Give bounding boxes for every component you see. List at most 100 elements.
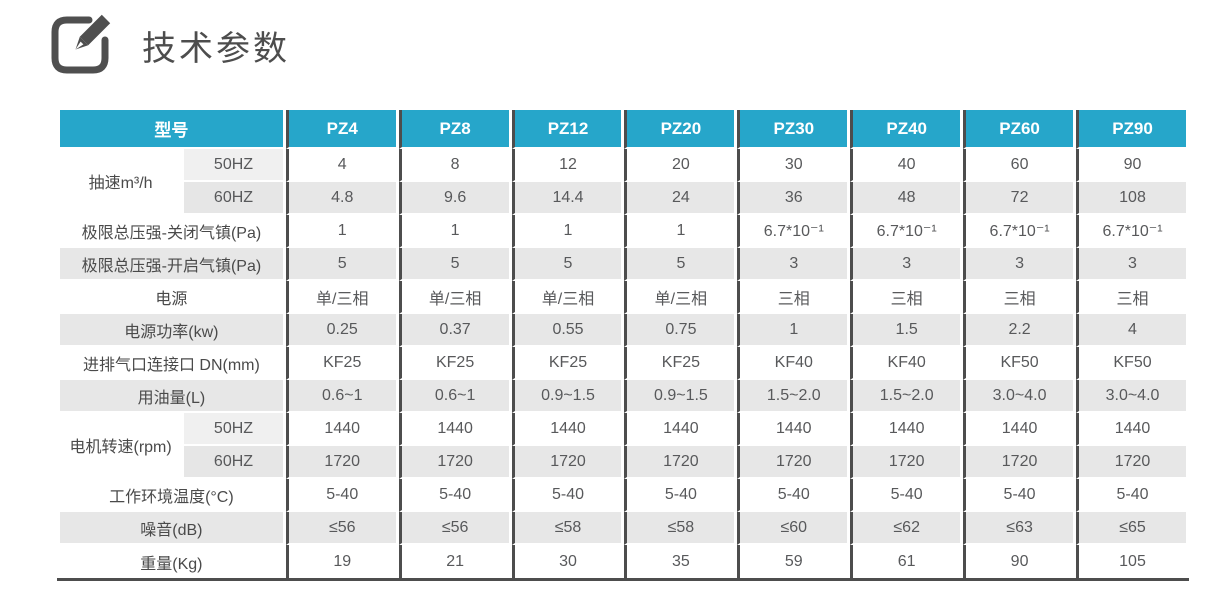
table-cell: 5-40 xyxy=(285,479,396,512)
table-cell: 9.6 xyxy=(398,182,509,215)
row-label: 极限总压强-关闭气镇(Pa) xyxy=(60,215,283,248)
table-cell: ≤56 xyxy=(398,512,509,545)
table-cell: 90 xyxy=(963,545,1074,578)
model-header: PZ4 xyxy=(285,110,396,149)
table-cell: 35 xyxy=(624,545,735,578)
table-cell: 6.7*10⁻¹ xyxy=(1076,215,1186,248)
row-group-label: 抽速m³/h xyxy=(60,149,182,215)
table-cell: 单/三相 xyxy=(398,281,509,314)
table-cell: 1720 xyxy=(963,446,1074,479)
table-cell: 三相 xyxy=(963,281,1074,314)
table-cell: 19 xyxy=(285,545,396,578)
table-cell: 1 xyxy=(285,215,396,248)
table-cell: 105 xyxy=(1076,545,1186,578)
table-cell: KF25 xyxy=(511,347,622,380)
table-header: 型号 PZ4 PZ8 PZ12 PZ20 PZ30 PZ40 PZ60 PZ90 xyxy=(60,110,1186,149)
row-label: 用油量(L) xyxy=(60,380,283,413)
table-cell: KF50 xyxy=(963,347,1074,380)
table-cell: 8 xyxy=(398,149,509,182)
table-row: 重量(Kg) 19 21 30 35 59 61 90 105 xyxy=(60,545,1186,578)
model-header: PZ40 xyxy=(850,110,961,149)
edit-icon xyxy=(48,13,112,77)
table-cell: 1720 xyxy=(624,446,735,479)
table-cell: ≤63 xyxy=(963,512,1074,545)
table-cell: 2.2 xyxy=(963,314,1074,347)
table-row: 极限总压强-开启气镇(Pa) 5 5 5 5 3 3 3 3 xyxy=(60,248,1186,281)
table-cell: 3 xyxy=(850,248,961,281)
table-cell: 1.5~2.0 xyxy=(737,380,848,413)
spec-table: 型号 PZ4 PZ8 PZ12 PZ20 PZ30 PZ40 PZ60 PZ90 抽速m³/h 5… xyxy=(57,110,1189,578)
table-cell: 20 xyxy=(624,149,735,182)
table-cell: ≤56 xyxy=(285,512,396,545)
table-row: 60HZ 1720 1720 1720 1720 1720 1720 1720 1720 xyxy=(60,446,1186,479)
table-row: 噪音(dB) ≤56 ≤56 ≤58 ≤58 ≤60 ≤62 ≤63 ≤65 xyxy=(60,512,1186,545)
table-cell: 5 xyxy=(511,248,622,281)
row-sub-label: 50HZ xyxy=(184,413,283,446)
table-cell: 30 xyxy=(737,149,848,182)
table-cell: ≤58 xyxy=(511,512,622,545)
table-cell: 0.75 xyxy=(624,314,735,347)
table-row: 用油量(L) 0.6~1 0.6~1 0.9~1.5 0.9~1.5 1.5~2.0 1.5… xyxy=(60,380,1186,413)
table-cell: 5-40 xyxy=(737,479,848,512)
model-header: PZ20 xyxy=(624,110,735,149)
row-sub-label: 50HZ xyxy=(184,149,283,182)
table-cell: 14.4 xyxy=(511,182,622,215)
table-cell: 48 xyxy=(850,182,961,215)
table-cell: 1 xyxy=(624,215,735,248)
table-cell: 6.7*10⁻¹ xyxy=(963,215,1074,248)
table-cell: 1440 xyxy=(285,413,396,446)
table-cell: 1720 xyxy=(1076,446,1186,479)
table-cell: 1440 xyxy=(737,413,848,446)
table-row: 进排气口连接口 DN(mm) KF25 KF25 KF25 KF25 KF40 KF40 KF… xyxy=(60,347,1186,380)
section-header: 技术参数 xyxy=(48,10,1208,80)
table-cell: 72 xyxy=(963,182,1074,215)
table-row: 抽速m³/h 50HZ 4 8 12 20 30 40 60 90 xyxy=(60,149,1186,215)
table-cell: 5 xyxy=(285,248,396,281)
table-cell: ≤65 xyxy=(1076,512,1186,545)
table-cell: 3.0~4.0 xyxy=(963,380,1074,413)
table-row: 60HZ 4.8 9.6 14.4 24 36 48 72 108 xyxy=(60,182,1186,215)
table-body: 抽速m³/h 50HZ 4 8 12 20 30 40 60 90 60HZ 4.8 9.6 14.4 24… xyxy=(60,149,1186,578)
row-group-label: 电机转速(rpm) xyxy=(60,413,182,479)
table-cell: KF40 xyxy=(850,347,961,380)
table-cell: 4 xyxy=(1076,314,1186,347)
table-cell: KF25 xyxy=(398,347,509,380)
table-cell: 1720 xyxy=(511,446,622,479)
table-cell: 3 xyxy=(737,248,848,281)
row-sub-label: 60HZ xyxy=(184,182,283,215)
table-cell: 5 xyxy=(398,248,509,281)
table-cell: 1440 xyxy=(398,413,509,446)
header-row: 型号 PZ4 PZ8 PZ12 PZ20 PZ30 PZ40 PZ60 PZ90 xyxy=(60,110,1186,149)
table-cell: 单/三相 xyxy=(624,281,735,314)
table-cell: 5-40 xyxy=(624,479,735,512)
table-cell: 0.6~1 xyxy=(398,380,509,413)
table-cell: ≤62 xyxy=(850,512,961,545)
table-cell: 12 xyxy=(511,149,622,182)
table-cell: 1440 xyxy=(1076,413,1186,446)
table-cell: 1440 xyxy=(624,413,735,446)
row-label: 电源功率(kw) xyxy=(60,314,283,347)
table-row: 电机转速(rpm) 50HZ 1440 1440 1440 1440 1440 1440 144… xyxy=(60,413,1186,479)
table-cell: 60 xyxy=(963,149,1074,182)
row-label: 工作环境温度(°C) xyxy=(60,479,283,512)
table-cell: 1720 xyxy=(285,446,396,479)
table-cell: 1440 xyxy=(963,413,1074,446)
table-row: 电源功率(kw) 0.25 0.37 0.55 0.75 1 1.5 2.2 4 xyxy=(60,314,1186,347)
table-cell: KF50 xyxy=(1076,347,1186,380)
table-row: 电源 单/三相 单/三相 单/三相 单/三相 三相 三相 三相 三相 xyxy=(60,281,1186,314)
row-label: 重量(Kg) xyxy=(60,545,283,578)
table-cell: 3 xyxy=(963,248,1074,281)
table-cell: 40 xyxy=(850,149,961,182)
table-cell: 1 xyxy=(511,215,622,248)
page-title: 技术参数 xyxy=(142,29,290,68)
table-cell: 24 xyxy=(624,182,735,215)
table-cell: 5 xyxy=(624,248,735,281)
table-cell: 1720 xyxy=(850,446,961,479)
table-cell: 1720 xyxy=(398,446,509,479)
table-cell: 1440 xyxy=(511,413,622,446)
table-cell: 30 xyxy=(511,545,622,578)
table-cell: 90 xyxy=(1076,149,1186,182)
table-cell: 单/三相 xyxy=(285,281,396,314)
table-cell: 0.37 xyxy=(398,314,509,347)
table-cell: 59 xyxy=(737,545,848,578)
